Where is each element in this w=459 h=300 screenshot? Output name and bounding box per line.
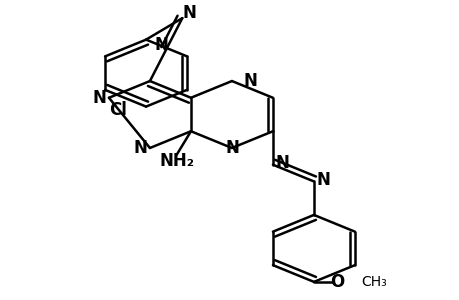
Text: N: N bbox=[224, 139, 238, 157]
Text: N: N bbox=[243, 72, 257, 90]
Text: NH₂: NH₂ bbox=[159, 152, 194, 170]
Text: N: N bbox=[93, 89, 106, 107]
Text: N: N bbox=[275, 154, 289, 172]
Text: N: N bbox=[154, 36, 168, 54]
Text: O: O bbox=[330, 273, 344, 291]
Text: CH₃: CH₃ bbox=[360, 275, 386, 289]
Text: N: N bbox=[182, 4, 196, 22]
Text: N: N bbox=[316, 171, 330, 189]
Text: Cl: Cl bbox=[109, 101, 127, 119]
Text: N: N bbox=[134, 139, 147, 157]
